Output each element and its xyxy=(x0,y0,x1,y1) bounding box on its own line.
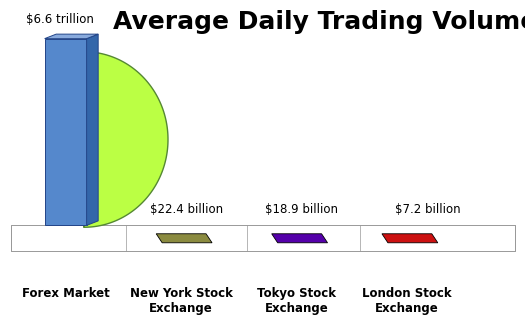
Text: Average Daily Trading Volume: Average Daily Trading Volume xyxy=(113,10,525,34)
Polygon shape xyxy=(45,39,87,225)
Text: $22.4 billion: $22.4 billion xyxy=(150,203,223,216)
Polygon shape xyxy=(382,234,438,243)
Text: $6.6 trillion: $6.6 trillion xyxy=(26,13,94,26)
Text: $18.9 billion: $18.9 billion xyxy=(265,203,339,216)
Polygon shape xyxy=(10,225,514,251)
Polygon shape xyxy=(156,234,212,243)
Polygon shape xyxy=(84,52,168,227)
Text: New York Stock
Exchange: New York Stock Exchange xyxy=(130,287,233,315)
Text: London Stock
Exchange: London Stock Exchange xyxy=(362,287,452,315)
Text: $7.2 billion: $7.2 billion xyxy=(395,203,461,216)
Polygon shape xyxy=(272,234,328,243)
Text: Forex Market: Forex Market xyxy=(22,287,110,299)
Polygon shape xyxy=(87,34,98,225)
Text: Tokyo Stock
Exchange: Tokyo Stock Exchange xyxy=(257,287,336,315)
Polygon shape xyxy=(45,34,98,39)
